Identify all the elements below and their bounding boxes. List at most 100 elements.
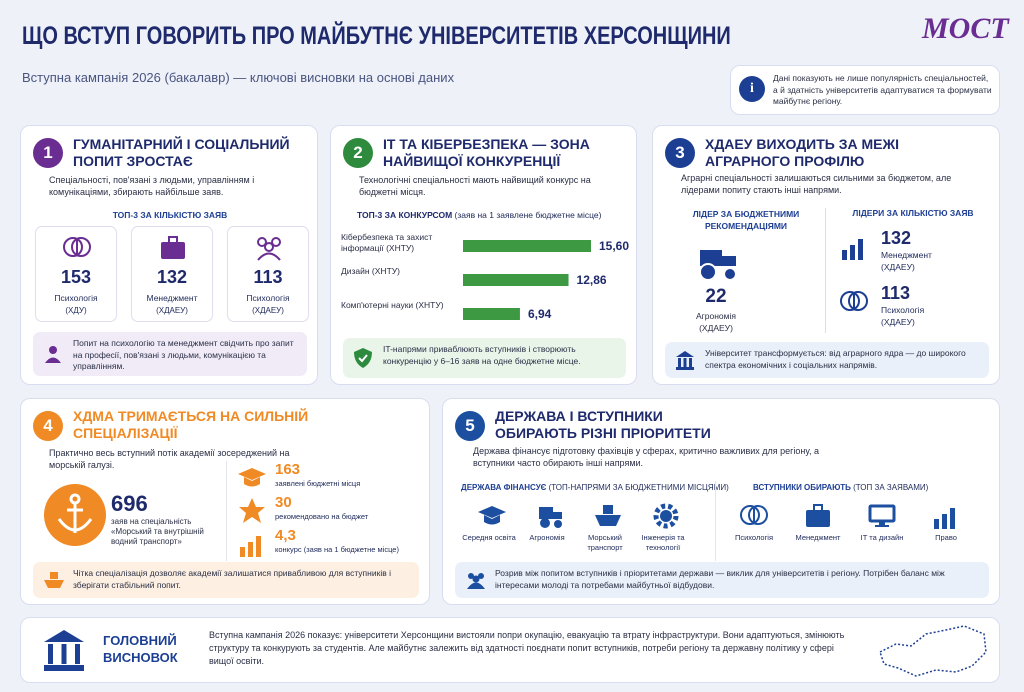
item-name: Середня освіта (462, 533, 516, 542)
value: 132 (156, 267, 188, 287)
icon (478, 506, 506, 525)
card-text: Спеціальності, пов'язані з людьми, управ… (49, 175, 255, 197)
card-title: ГУМАНІТАРНИЙ І СОЦІАЛЬНИЙ ПОПИТ ЗРОСТАЄ (73, 136, 290, 169)
divider (226, 461, 227, 561)
bar-chart: Кібербезпека та захист інформації (ХНТУ)… (341, 232, 629, 321)
icon (934, 508, 955, 529)
card-number: 1 (33, 138, 63, 168)
card-text: Технологічні спеціальності мають найвищи… (359, 175, 591, 197)
bar-label: Комп'ютерні науки (ХНТУ) (341, 300, 444, 310)
subheading: ВСТУПНИКИ ОБИРАЮТЬ (753, 483, 851, 492)
bar (463, 274, 569, 286)
item-name: Агрономія (696, 311, 736, 321)
chart-heading: ТОП-3 ЗА КОНКУРСОМ (заяв на 1 заявлене б… (357, 210, 602, 220)
card-text: Держава фінансує підготовку фахівців у с… (473, 446, 820, 468)
value-label: 12,86 (577, 273, 607, 287)
card-title: ХДМА ТРИМАЄТЬСЯ НА СИЛЬНІЙ СПЕЦІАЛІЗАЦІЇ (73, 408, 309, 441)
card-5: 5 ДЕРЖАВА І ВСТУПНИКИ ОБИРАЮТЬ РІЗНІ ПРІ… (442, 398, 1000, 605)
building-icon (676, 351, 694, 370)
icon (240, 536, 261, 557)
logo: МОСТ (922, 12, 1009, 45)
value: 153 (60, 267, 92, 287)
item-name: Психологія (54, 293, 98, 303)
ship-icon (44, 572, 64, 588)
category-label: Комп'ютерні науки (ХНТУ) (341, 300, 444, 310)
card-number: 2 (343, 138, 373, 168)
info-icon: i (739, 76, 765, 102)
title: ЩО ВСТУП ГОВОРИТЬ ПРО МАЙБУТНЄ УНІВЕРСИТ… (22, 22, 731, 50)
item-org: (ХДАЕУ) (699, 323, 733, 333)
stat-box: 153 Психологія (ХДУ) (35, 226, 117, 322)
card-text: Аграрні спеціальності залишаються сильни… (681, 173, 952, 195)
category-label: Дизайн (ХНТУ) (341, 266, 400, 276)
item-name: Психологія (246, 293, 290, 303)
bar (463, 308, 520, 320)
value: 113 (881, 283, 911, 303)
subheading: ЛІДЕР ЗА БЮДЖЕТНИМИ РЕКОМЕНДАЦІЯМИ (692, 209, 800, 231)
value: 22 (705, 286, 727, 307)
stat-box: 113 Психологія (ХДАЕУ) (227, 226, 309, 322)
subtitle: Вступна кампанія 2026 (бакалавр) — ключо… (22, 70, 455, 85)
value-label: 6,94 (528, 307, 552, 321)
subheading-note: (заяв на 1 заявлене бюджетне місце) (454, 210, 602, 220)
region-map (879, 625, 987, 677)
value: 163 (275, 461, 301, 478)
card-note: Чітка спеціалізація дозволяє академії за… (33, 562, 419, 598)
divider (715, 481, 716, 561)
bar (463, 240, 591, 252)
stat-text: заявлені бюджетні місця (275, 479, 361, 488)
card-number: 3 (665, 138, 695, 168)
bar-label: Кібербезпека та захист інформації (ХНТУ) (341, 232, 432, 253)
tractor-icon (699, 250, 737, 281)
applicants-heading: ВСТУПНИКИ ОБИРАЮТЬ (ТОП ЗА ЗАЯВАМИ) (753, 483, 928, 492)
subheading: ДЕРЖАВА ФІНАНСУЄ (461, 483, 547, 492)
card-note: Попит на психологію та менеджмент свідчи… (33, 332, 307, 376)
card-number: 5 (455, 411, 485, 441)
divider (825, 208, 826, 333)
icon (653, 503, 679, 529)
note-text: Чітка спеціалізація дозволяє академії за… (73, 568, 391, 590)
item-name: Інженерія та технології (641, 533, 685, 552)
stat-box: 132 Менеджмент (ХДАЕУ) (131, 226, 213, 322)
conclusion-heading: ГОЛОВНИЙ ВИСНОВОК (103, 633, 178, 665)
anchor-icon (44, 484, 106, 546)
subheading: ЛІДЕРИ ЗА КІЛЬКІСТЮ ЗАЯВ (852, 208, 974, 218)
icon (740, 505, 768, 525)
card-title: IT ТА КІБЕРБЕЗПЕКА — ЗОНА НАЙВИЩОЇ КОНКУ… (383, 136, 590, 169)
bar-label: Дизайн (ХНТУ) (341, 266, 400, 276)
icon (63, 237, 91, 257)
item-org: (ХДАЕУ) (881, 317, 915, 327)
icon (840, 291, 868, 311)
note-text: Університет трансформується: від аграрно… (705, 348, 966, 370)
item-name: Агрономія (529, 533, 565, 542)
item-org: (ХДАЕУ) (881, 262, 915, 272)
item-name: Менеджмент (881, 250, 932, 260)
icon (239, 498, 265, 523)
stat-text: рекомендовано на бюджет (275, 512, 369, 521)
value: 113 (253, 267, 283, 287)
icon (806, 504, 830, 527)
item-org: (ХДУ) (65, 306, 87, 315)
icon (161, 236, 185, 259)
card-number: 4 (33, 411, 63, 441)
value: 30 (275, 494, 292, 511)
icon (868, 504, 896, 527)
item-name: Право (935, 533, 957, 542)
item-name: Психологія (734, 533, 774, 542)
info-text: Дані показують не лише популярність спец… (773, 73, 992, 106)
shield-icon (354, 348, 372, 368)
conclusion: ГОЛОВНИЙ ВИСНОВОК Вступна кампанія 2026 … (20, 617, 1000, 683)
note-text: Попит на психологію та менеджмент свідчи… (73, 338, 294, 371)
note-text: IT-напрями приваблюють вступників і ство… (383, 344, 581, 366)
card-1: 1 ГУМАНІТАРНИЙ І СОЦІАЛЬНИЙ ПОПИТ ЗРОСТА… (20, 125, 318, 385)
icon (257, 237, 281, 261)
item-name: Морський транспорт (587, 533, 623, 552)
item-name: Менеджмент (795, 533, 841, 542)
card-title: ДЕРЖАВА І ВСТУПНИКИ ОБИРАЮТЬ РІЗНІ ПРІОР… (495, 408, 711, 441)
value-label: 15,60 (599, 239, 629, 253)
item-org: (ХДАЕУ) (252, 306, 284, 315)
value: 132 (881, 228, 912, 248)
info-box: i Дані показують не лише популярність сп… (730, 65, 1000, 115)
